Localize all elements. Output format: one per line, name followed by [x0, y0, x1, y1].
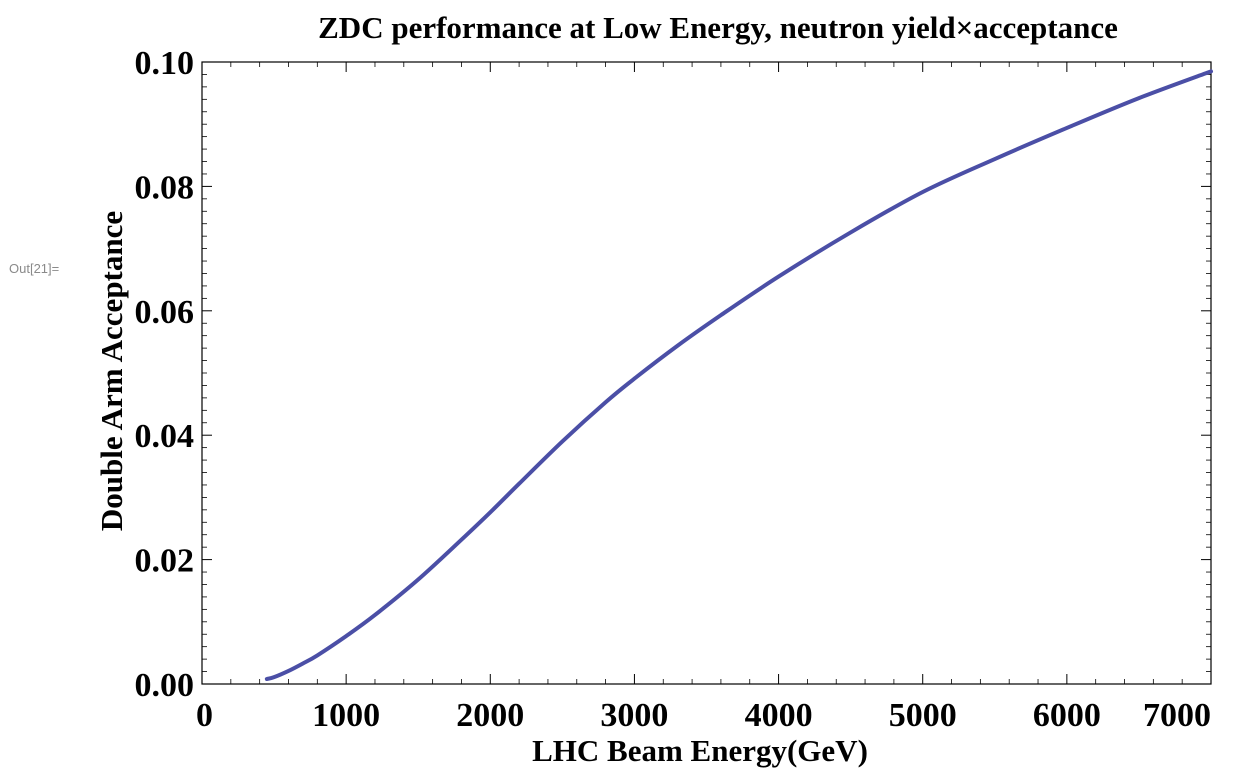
x-tick-label: 7000 [1143, 697, 1211, 734]
y-tick-labels: 0.00 0.02 0.04 0.06 0.08 0.10 [135, 45, 195, 704]
x-tick-label: 3000 [600, 697, 668, 734]
chart-title: ZDC performance at Low Energy, neutron y… [318, 10, 1118, 45]
y-tick-label: 0.04 [135, 418, 195, 455]
x-tick-label: 5000 [889, 697, 957, 734]
y-tick-label: 0.10 [135, 45, 195, 82]
major-ticks [201, 61, 1212, 685]
x-tick-label: 0 [196, 697, 213, 734]
x-tick-label: 1000 [312, 697, 380, 734]
x-tick-label: 6000 [1033, 697, 1101, 734]
series-line-0 [264, 69, 1213, 682]
y-tick-label: 0.06 [135, 294, 195, 331]
x-tick-label: 4000 [745, 697, 813, 734]
y-tick-label: 0.00 [135, 667, 195, 704]
x-tick-label: 2000 [456, 697, 524, 734]
minor-ticks [202, 62, 1211, 684]
x-axis-label: LHC Beam Energy(GeV) [532, 733, 868, 768]
output-cell-label: Out[21]= [9, 261, 60, 276]
y-axis-label: Double Arm Acceptance [94, 211, 129, 531]
y-tick-label: 0.08 [135, 169, 195, 206]
series-layer [264, 69, 1213, 682]
y-tick-label: 0.02 [135, 543, 195, 580]
x-tick-labels: 0 1000 2000 3000 4000 5000 6000 7000 [196, 697, 1211, 734]
plot-frame [201, 61, 1212, 685]
